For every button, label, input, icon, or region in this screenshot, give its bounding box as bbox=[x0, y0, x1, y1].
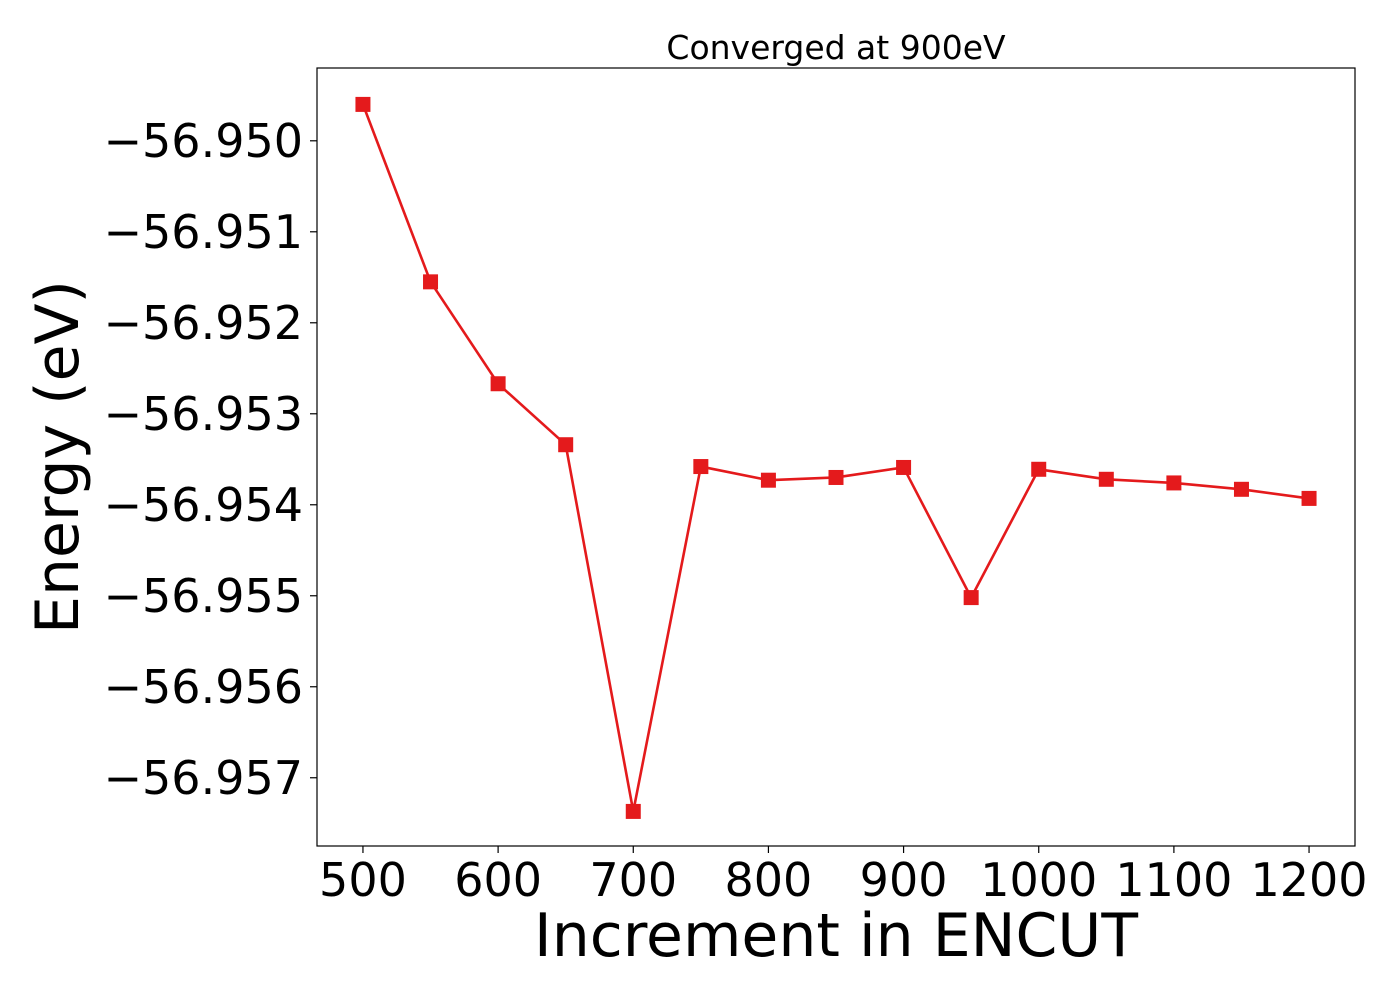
y-tick-label-6: −56.956 bbox=[104, 660, 304, 714]
data-point-1100 bbox=[1166, 475, 1182, 491]
data-point-800 bbox=[760, 472, 776, 488]
x-tick-label-1100: 1100 bbox=[1115, 853, 1232, 907]
x-tick-label-800: 800 bbox=[725, 853, 813, 907]
data-point-900 bbox=[896, 459, 912, 475]
series-line bbox=[361, 103, 1310, 813]
data-point-1050 bbox=[1098, 471, 1114, 487]
x-tick-label-700: 700 bbox=[589, 853, 677, 907]
x-tick-label-1200: 1200 bbox=[1251, 853, 1368, 907]
y-axis-label: Energy (eV) bbox=[23, 280, 93, 634]
x-tick-label-500: 500 bbox=[319, 853, 407, 907]
y-tick-label-1: −56.951 bbox=[104, 205, 304, 259]
plot-frame bbox=[316, 67, 1356, 847]
data-point-850 bbox=[828, 469, 844, 485]
data-point-700 bbox=[625, 803, 641, 819]
y-tick-label-7: −56.957 bbox=[104, 751, 304, 805]
data-point-1150 bbox=[1233, 481, 1249, 497]
x-tick-label-900: 900 bbox=[860, 853, 948, 907]
chart-title: Converged at 900eV bbox=[666, 28, 1006, 67]
data-point-1000 bbox=[1031, 461, 1047, 477]
y-tick-label-0: −56.950 bbox=[104, 114, 304, 168]
x-axis-label: Increment in ENCUT bbox=[534, 901, 1138, 971]
data-point-600 bbox=[490, 376, 506, 392]
y-tick-label-3: −56.953 bbox=[104, 387, 304, 441]
data-point-750 bbox=[693, 459, 709, 475]
data-point-650 bbox=[558, 437, 574, 453]
x-tick-label-1000: 1000 bbox=[980, 853, 1097, 907]
y-tick-label-5: −56.955 bbox=[104, 569, 304, 623]
x-tick-label-600: 600 bbox=[454, 853, 542, 907]
data-point-550 bbox=[423, 274, 439, 290]
data-point-500 bbox=[355, 96, 371, 112]
y-tick-label-4: −56.954 bbox=[104, 478, 304, 532]
data-point-950 bbox=[963, 590, 979, 606]
y-tick-label-2: −56.952 bbox=[104, 296, 304, 350]
data-point-1200 bbox=[1301, 490, 1317, 506]
